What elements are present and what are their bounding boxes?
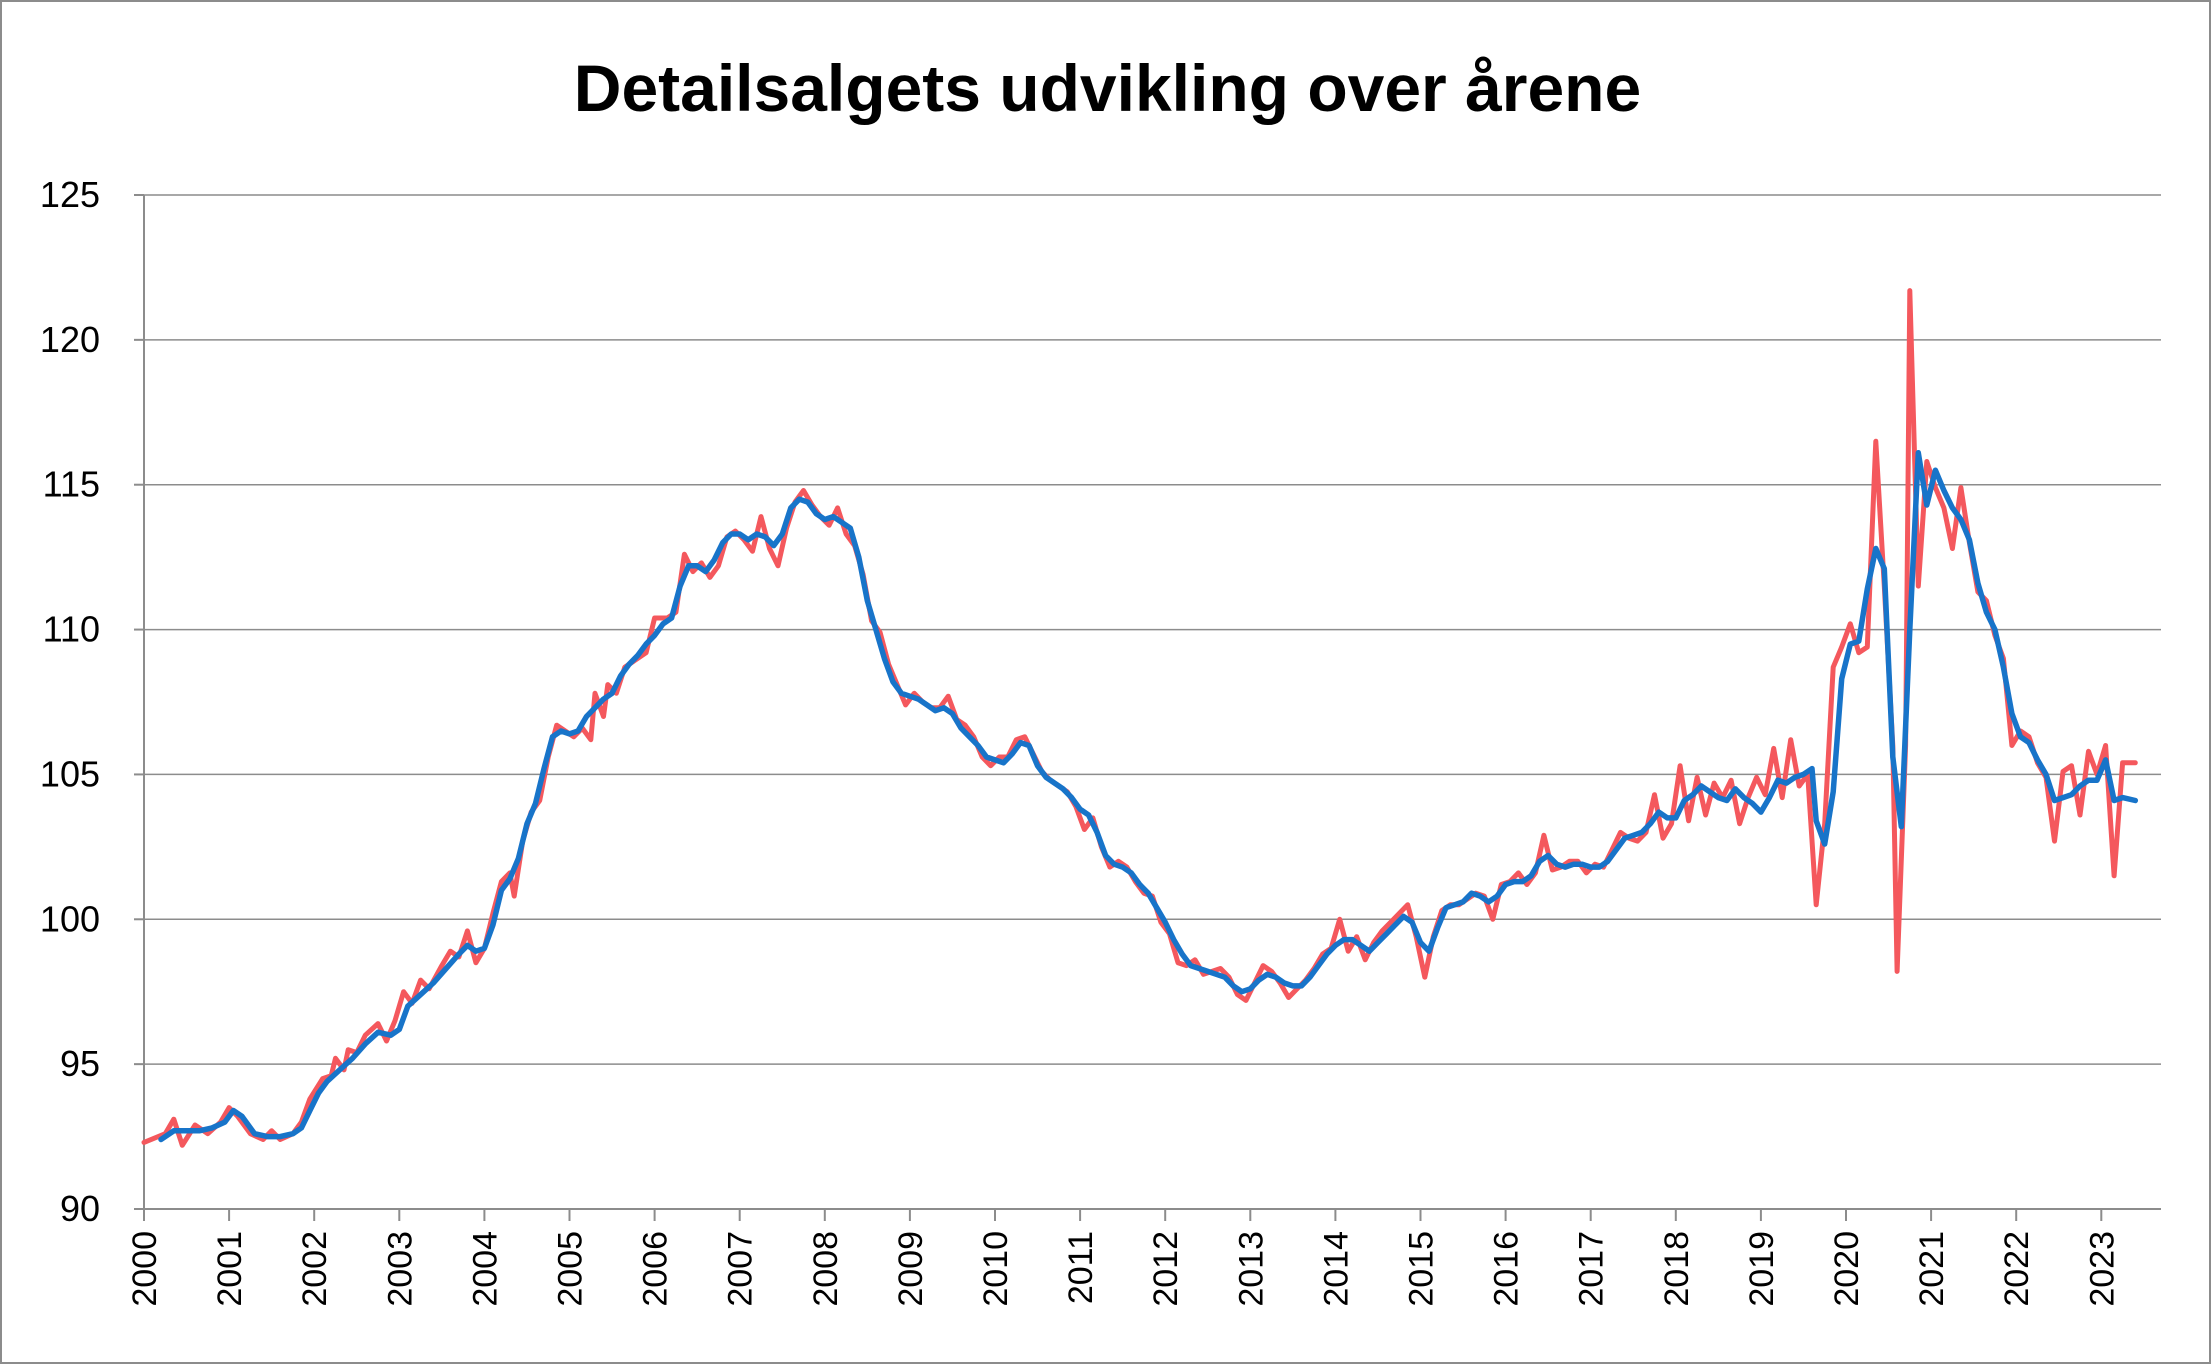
x-tick-label: 2007 xyxy=(722,1231,760,1307)
y-tick-label: 100 xyxy=(40,898,100,939)
x-tick-label: 2019 xyxy=(1743,1231,1781,1307)
x-tick-label: 2023 xyxy=(2083,1231,2121,1307)
x-tick-label: 2008 xyxy=(807,1231,845,1307)
x-tick-label: 2001 xyxy=(211,1231,249,1307)
x-tick-label: 2020 xyxy=(1828,1231,1866,1307)
y-tick-label: 105 xyxy=(40,753,100,794)
x-tick-label: 2004 xyxy=(466,1231,504,1307)
x-tick-label: 2003 xyxy=(381,1231,419,1307)
x-tick-label: 2021 xyxy=(1913,1231,1951,1307)
x-tick-label: 2015 xyxy=(1403,1231,1441,1307)
y-tick-label: 125 xyxy=(40,174,100,215)
x-tick-label: 2006 xyxy=(637,1231,675,1307)
y-tick-label: 90 xyxy=(60,1188,100,1229)
x-tick-label: 2014 xyxy=(1317,1231,1355,1307)
x-tick-label: 2018 xyxy=(1658,1231,1696,1307)
x-tick-label: 2022 xyxy=(1998,1231,2036,1307)
x-tick-label: 2012 xyxy=(1147,1231,1185,1307)
x-tick-label: 2011 xyxy=(1062,1231,1100,1304)
x-tick-label: 2017 xyxy=(1573,1231,1611,1307)
y-tick-label: 115 xyxy=(43,464,100,505)
x-tick-label: 2005 xyxy=(552,1231,590,1307)
y-tick-label: 120 xyxy=(40,319,100,360)
x-tick-label: 2002 xyxy=(296,1231,334,1307)
x-tick-label: 2013 xyxy=(1232,1231,1270,1307)
x-tick-label: 2009 xyxy=(892,1231,930,1307)
x-tick-label: 2000 xyxy=(126,1231,164,1307)
y-tick-label: 95 xyxy=(60,1043,100,1084)
chart-title: Detailsalgets udvikling over årene xyxy=(573,51,1642,125)
series-line-2 xyxy=(158,450,2139,1143)
x-tick-label: 2010 xyxy=(977,1231,1015,1307)
x-tick-label: 2016 xyxy=(1488,1231,1526,1307)
y-tick-label: 110 xyxy=(43,609,100,650)
